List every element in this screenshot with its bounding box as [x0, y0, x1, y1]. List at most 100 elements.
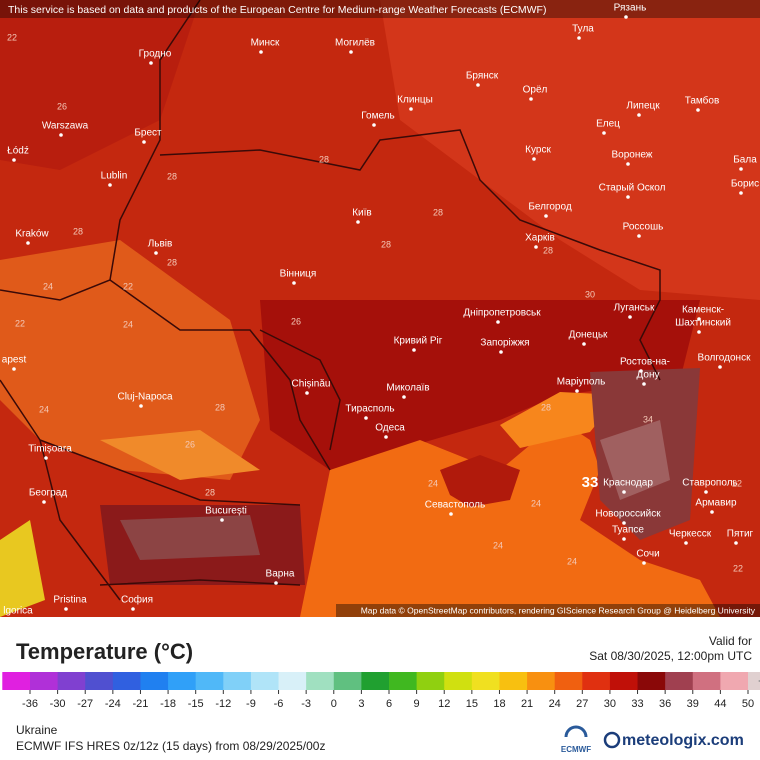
city-marker	[496, 320, 500, 324]
city-marker	[372, 123, 376, 127]
city-marker	[628, 315, 632, 319]
contour-label: 24	[39, 404, 49, 414]
contour-label: 28	[215, 402, 225, 412]
region: Ukraine	[16, 723, 58, 737]
city-label: Елец	[596, 119, 620, 130]
contour-label: 24	[493, 540, 503, 550]
colorbar-tick-label: 9	[414, 698, 420, 710]
contour-label: 24	[531, 498, 541, 508]
colorbar: -36 -30 -27 -24 -21 -18 -15 -12 -9 -6 -3 0 3 6 9 12 15 18…	[2, 672, 760, 710]
city-marker	[356, 220, 360, 224]
contour-label: 26	[291, 316, 301, 326]
colorbar-tick-label: -30	[50, 698, 66, 710]
contour-label: 24	[43, 281, 53, 291]
border	[109, 279, 331, 471]
city-label: Брест	[134, 128, 162, 139]
colorbar-segment	[30, 672, 59, 690]
city-marker	[142, 140, 146, 144]
city-label: București	[205, 506, 247, 517]
city-marker	[12, 367, 16, 371]
contour-label: 28	[167, 257, 177, 267]
brand-logo	[603, 731, 621, 749]
city-marker	[532, 157, 536, 161]
colorbar-segment	[195, 672, 224, 690]
colorbar-tick-label: 50	[742, 698, 754, 710]
city-label: Одеса	[375, 423, 405, 434]
city-marker	[139, 404, 143, 408]
city-label: Клинцы	[397, 95, 433, 106]
colorbar-segment	[471, 672, 500, 690]
ecmwf-logo	[564, 725, 588, 738]
contour-label: 28	[167, 171, 177, 181]
border	[0, 0, 201, 301]
colorbar-segment	[250, 672, 280, 690]
colorbar-segment	[57, 672, 86, 690]
city-marker	[739, 167, 743, 171]
city-label: Kraków	[15, 229, 49, 240]
city-label: Новороссийск	[595, 509, 661, 520]
city-label: Тула	[572, 24, 594, 35]
city-marker	[154, 251, 158, 255]
region-plain	[100, 430, 260, 480]
city-marker	[12, 618, 16, 622]
city-marker	[349, 50, 353, 54]
colorbar-tick-label: 44	[714, 698, 726, 710]
attribution-bar	[336, 604, 760, 617]
black-sea	[300, 420, 720, 617]
contour-label: 22	[7, 32, 17, 42]
city-label: lgorica	[3, 606, 33, 617]
city-label: Маріуполь	[557, 377, 606, 388]
city-label: Курск	[525, 145, 551, 156]
city-marker	[602, 131, 606, 135]
colorbar-segment	[748, 672, 760, 690]
colorbar-tick-label: 6	[386, 698, 392, 710]
city-label: Минск	[251, 38, 280, 49]
city-label: Пятиг	[727, 529, 754, 540]
city-marker	[412, 348, 416, 352]
city-marker	[220, 518, 224, 522]
city-label: Београд	[29, 488, 67, 499]
city-marker	[384, 435, 388, 439]
city-marker	[409, 107, 413, 111]
contour-label: 22	[15, 318, 25, 328]
city-label: Гомель	[361, 111, 394, 122]
city-marker	[622, 490, 626, 494]
city-label: Сочи	[636, 549, 659, 560]
contour-label: 30	[585, 289, 595, 299]
colorbar-segment	[112, 672, 141, 690]
city-label: Донецьк	[569, 330, 608, 341]
colorbar-tick-label: 39	[687, 698, 699, 710]
city-marker	[696, 108, 700, 112]
city-label: apest	[2, 355, 27, 366]
city-marker	[529, 97, 533, 101]
borders	[0, 0, 661, 601]
city-label: Дону	[637, 370, 660, 381]
city-label: Борис	[731, 179, 759, 190]
model: ECMWF IFS HRES 0z/12z (15 days) from 08/…	[16, 739, 325, 753]
city-marker	[622, 537, 626, 541]
colorbar-tick-label: 18	[493, 698, 505, 710]
colorbar-tick-label: 0	[331, 698, 337, 710]
valid-label: Valid for	[709, 634, 752, 648]
city-marker	[42, 500, 46, 504]
colorbar-tick-label: 15	[466, 698, 478, 710]
city-label: Могилёв	[335, 38, 375, 49]
city-label: Warszawa	[42, 121, 89, 132]
contour-label: 28	[433, 207, 443, 217]
city-marker	[739, 191, 743, 195]
city-label: Харків	[525, 233, 555, 244]
azov-sea	[500, 392, 620, 448]
colorbar-segment	[333, 672, 362, 690]
city-label: Брянск	[466, 71, 499, 82]
city-marker	[637, 113, 641, 117]
city-marker	[734, 541, 738, 545]
colorbar-segment	[499, 672, 528, 690]
city-label: Cluj-Napoca	[117, 392, 172, 403]
city-label: Кривий Ріг	[394, 336, 443, 347]
city-label: София	[121, 594, 153, 606]
city-marker	[149, 61, 153, 65]
city-marker	[108, 183, 112, 187]
contour-label: 28	[319, 154, 329, 164]
colorbar-tick-label: 30	[604, 698, 616, 710]
